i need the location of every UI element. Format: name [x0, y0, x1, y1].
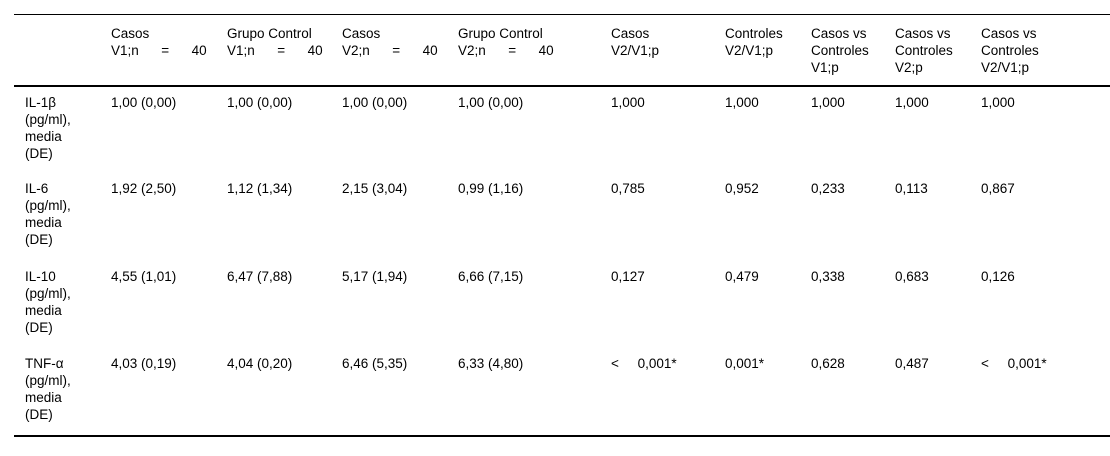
cell: 0,479	[725, 268, 759, 284]
cell: 1,000	[611, 94, 645, 110]
table-row-il10: IL-10 (pg/ml), media (DE) 4,55 (1,01) 6,…	[14, 261, 1110, 349]
cell: 1,000	[981, 94, 1015, 110]
header-row: Casos V1;n = 40 Grupo Control V1;n = 40 …	[14, 14, 1110, 87]
cell: 2,15 (3,04)	[342, 181, 408, 196]
row-label-il10: IL-10 (pg/ml), media (DE)	[25, 268, 71, 335]
row-label-il6: IL-6 (pg/ml), media (DE)	[25, 181, 71, 247]
cell: 0,952	[725, 181, 759, 196]
column-header-grupo-control-v2: Grupo Control V2;n = 40	[458, 14, 611, 87]
table-row-il6: IL-6 (pg/ml), media (DE) 1,92 (2,50) 1,1…	[14, 173, 1110, 261]
cell: 1,92 (2,50)	[111, 181, 177, 196]
cell: 0,001*	[725, 356, 765, 371]
cell: 0,867	[981, 181, 1015, 196]
cell: 0,785	[611, 181, 645, 196]
column-header-casos-vs-controles-v2v1-p: Casos vs Controles V2/V1;p	[981, 14, 1110, 87]
column-header-casos-v2: Casos V2;n = 40	[342, 14, 458, 87]
cell: 1,00 (0,00)	[342, 94, 408, 110]
cell: 4,55 (1,01)	[111, 268, 177, 284]
cell: 0,628	[811, 356, 845, 371]
results-table: Casos V1;n = 40 Grupo Control V1;n = 40 …	[14, 14, 1110, 437]
cell: 0,99 (1,16)	[458, 181, 524, 196]
cell: 1,000	[725, 94, 759, 110]
cell: 6,46 (5,35)	[342, 356, 408, 371]
cell: 1,00 (0,00)	[111, 94, 177, 110]
cell: 1,000	[895, 94, 929, 110]
cell: 0,683	[895, 268, 929, 284]
cell: 1,00 (0,00)	[227, 94, 293, 110]
cell: 4,03 (0,19)	[111, 356, 177, 371]
cell: < 0,001*	[981, 356, 1047, 371]
cell: < 0,001*	[611, 356, 677, 371]
column-header-casos-v1: Casos V1;n = 40	[111, 14, 227, 87]
column-header-casos-vs-controles-v2-p: Casos vs Controles V2;p	[895, 14, 981, 87]
cell: 6,47 (7,88)	[227, 268, 293, 284]
column-header-empty	[14, 14, 111, 87]
cell: 0,113	[895, 181, 928, 196]
cell: 1,12 (1,34)	[227, 181, 293, 196]
cell: 4,04 (0,20)	[227, 356, 293, 371]
table-row-tnfa: TNF-α (pg/ml), media (DE) 4,03 (0,19) 4,…	[14, 348, 1110, 436]
column-header-casos-vs-controles-v1-p: Casos vs Controles V1;p	[811, 14, 895, 87]
cell: 0,487	[895, 356, 929, 371]
cell: 1,00 (0,00)	[458, 94, 524, 110]
cell: 0,126	[981, 268, 1015, 284]
row-label-il1b: IL-1β (pg/ml), media (DE)	[25, 94, 71, 161]
cell: 1,000	[811, 94, 845, 110]
cell: 0,338	[811, 268, 845, 284]
cell: 6,66 (7,15)	[458, 268, 524, 284]
cell: 6,33 (4,80)	[458, 356, 524, 371]
cell: 5,17 (1,94)	[342, 268, 408, 284]
column-header-casos-v2v1-p: Casos V2/V1;p	[611, 14, 725, 87]
column-header-controles-v2v1-p: Controles V2/V1;p	[725, 14, 811, 87]
cell: 0,127	[611, 268, 645, 284]
cell: 0,233	[811, 181, 845, 196]
row-label-tnfa: TNF-α (pg/ml), media (DE)	[25, 356, 71, 422]
table-row-il1b: IL-1β (pg/ml), media (DE) 1,00 (0,00) 1,…	[14, 86, 1110, 174]
column-header-grupo-control-v1: Grupo Control V1;n = 40	[227, 14, 342, 87]
